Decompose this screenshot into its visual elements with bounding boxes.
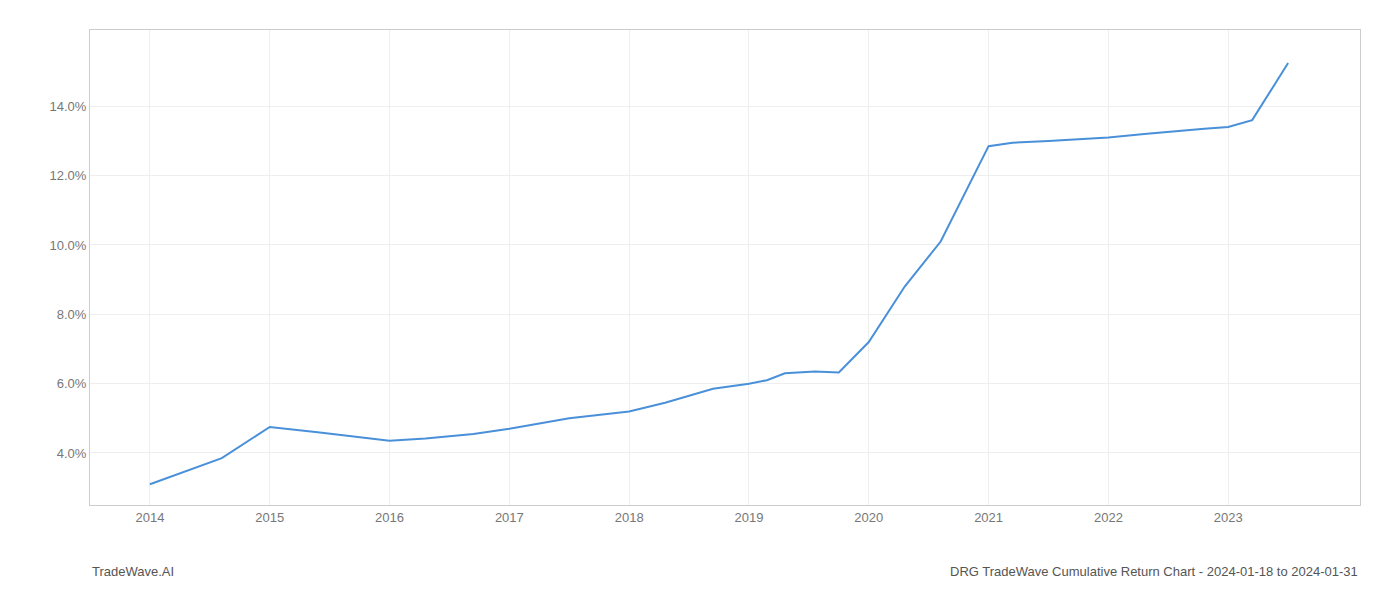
svg-text:14.0%: 14.0% <box>50 99 87 114</box>
svg-text:2022: 2022 <box>1094 510 1123 525</box>
svg-text:2017: 2017 <box>495 510 524 525</box>
svg-text:8.0%: 8.0% <box>57 307 87 322</box>
svg-text:2019: 2019 <box>734 510 763 525</box>
svg-text:DRG TradeWave Cumulative Retur: DRG TradeWave Cumulative Return Chart - … <box>950 564 1358 579</box>
svg-text:2015: 2015 <box>255 510 284 525</box>
svg-text:2018: 2018 <box>615 510 644 525</box>
svg-text:2020: 2020 <box>854 510 883 525</box>
svg-text:2014: 2014 <box>135 510 164 525</box>
svg-text:2021: 2021 <box>974 510 1003 525</box>
svg-text:4.0%: 4.0% <box>57 446 87 461</box>
svg-text:TradeWave.AI: TradeWave.AI <box>92 564 174 579</box>
svg-text:6.0%: 6.0% <box>57 376 87 391</box>
svg-text:12.0%: 12.0% <box>50 168 87 183</box>
svg-text:2023: 2023 <box>1214 510 1243 525</box>
svg-text:10.0%: 10.0% <box>50 238 87 253</box>
svg-text:2016: 2016 <box>375 510 404 525</box>
